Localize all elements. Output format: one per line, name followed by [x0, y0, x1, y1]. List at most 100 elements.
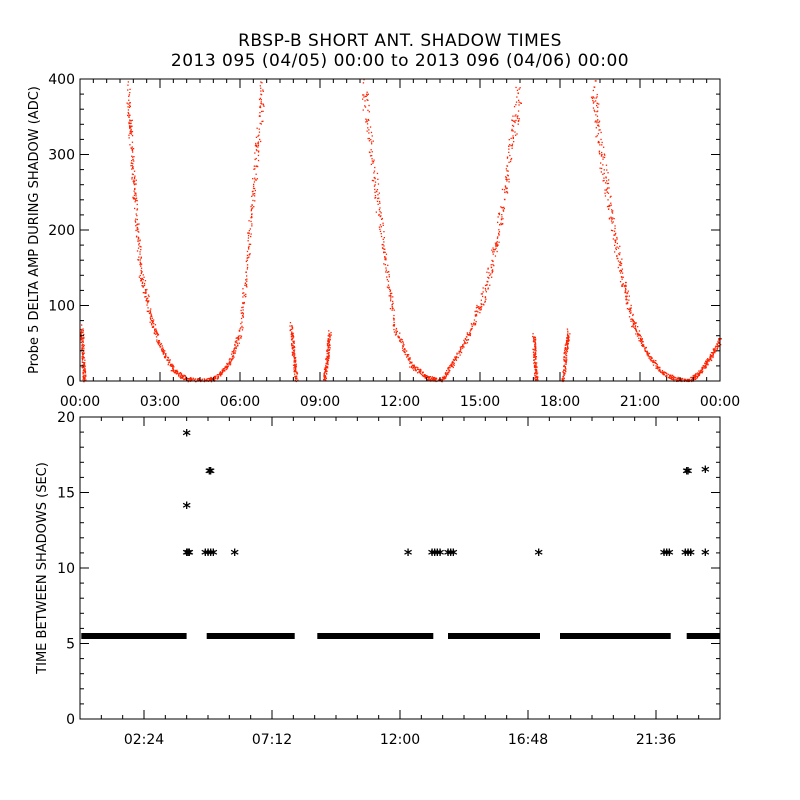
data-point: [156, 340, 158, 343]
data-point: [518, 118, 520, 120]
data-point: [162, 347, 164, 349]
baseline-marker-run: [448, 633, 540, 639]
data-point: [219, 373, 221, 375]
data-point: [183, 375, 185, 378]
data-point: [173, 366, 175, 368]
data-point: [648, 352, 651, 355]
bottom-x-tick-label: 02:24: [124, 732, 164, 748]
data-point: [612, 238, 614, 240]
data-point: [632, 324, 635, 326]
data-point: [371, 151, 373, 153]
data-point: [564, 359, 566, 361]
data-point: [450, 364, 452, 366]
data-point: [610, 216, 612, 218]
data-point: [201, 379, 203, 381]
data-point: [593, 97, 595, 99]
data-point: [502, 209, 504, 211]
data-point: [534, 342, 537, 344]
data-point: [465, 339, 468, 341]
data-point: [701, 371, 703, 373]
data-point: [634, 325, 637, 327]
data-point: [185, 376, 187, 378]
data-point: [138, 223, 140, 225]
data-point: [561, 379, 563, 381]
data-point: [150, 315, 152, 317]
data-point: [644, 350, 646, 352]
data-point: [492, 247, 494, 249]
data-point: [635, 329, 637, 331]
data-point: [485, 289, 487, 291]
data-point: [240, 309, 242, 312]
data-point: [231, 351, 233, 353]
data-point: [145, 295, 147, 298]
data-point: [598, 125, 600, 127]
data-point: [242, 302, 244, 305]
data-point: [148, 300, 150, 302]
data-point: [163, 352, 165, 354]
data-point: [375, 197, 377, 199]
data-point: [229, 361, 232, 363]
data-point: [140, 267, 143, 269]
data-point: *: [660, 545, 669, 564]
data-point: [254, 189, 256, 192]
data-point: [421, 371, 424, 374]
data-point: [140, 277, 142, 280]
data-point: [604, 195, 607, 197]
data-point: [131, 147, 133, 150]
data-point: [258, 131, 261, 133]
data-point: [149, 321, 151, 323]
data-point: [440, 378, 443, 381]
data-point: [565, 344, 567, 346]
data-point: [136, 229, 138, 231]
data-point: [384, 248, 386, 250]
top-y-axis-label: Probe 5 DELTA AMP DURING SHADOW (ADC): [27, 86, 42, 374]
data-point: [409, 357, 411, 360]
data-point: [501, 188, 504, 191]
data-point: [374, 166, 376, 169]
top-y-tick-label: 0: [66, 374, 75, 390]
data-point: [519, 102, 522, 104]
data-point: [170, 363, 172, 366]
data-point: [133, 190, 135, 192]
data-point: [293, 359, 296, 361]
data-point: [294, 353, 296, 355]
data-point: [419, 370, 422, 373]
data-point: [236, 340, 238, 342]
data-point: [632, 322, 635, 325]
data-point: [534, 364, 537, 366]
data-point: [666, 375, 668, 377]
data-point: [234, 343, 236, 346]
data-point: [378, 214, 380, 216]
data-point: [127, 114, 129, 117]
data-point: [323, 376, 325, 378]
data-point: [510, 145, 512, 147]
data-point: [628, 316, 631, 318]
data-point: [640, 342, 643, 345]
data-point: [675, 377, 677, 379]
data-point: [625, 289, 627, 291]
data-point: [253, 206, 255, 208]
data-point: [128, 114, 130, 116]
data-point: [141, 277, 143, 280]
data-point: [242, 292, 244, 294]
data-point: [127, 103, 129, 105]
data-point: [229, 364, 231, 366]
data-point: [251, 204, 253, 206]
data-point: [500, 223, 503, 226]
data-point: [327, 335, 329, 337]
data-point: [127, 109, 130, 111]
data-point: [707, 363, 709, 365]
data-point: [226, 363, 228, 365]
data-point: [295, 378, 298, 380]
data-point: *: [205, 463, 214, 482]
data-point: [159, 344, 162, 346]
data-point: [606, 191, 608, 193]
data-point: [537, 379, 539, 381]
data-point: [256, 165, 258, 167]
data-point: [252, 190, 254, 192]
data-point: [625, 285, 627, 287]
data-point: [647, 355, 649, 357]
data-point: [366, 130, 368, 132]
data-point: [668, 376, 671, 378]
data-point: [597, 133, 599, 135]
